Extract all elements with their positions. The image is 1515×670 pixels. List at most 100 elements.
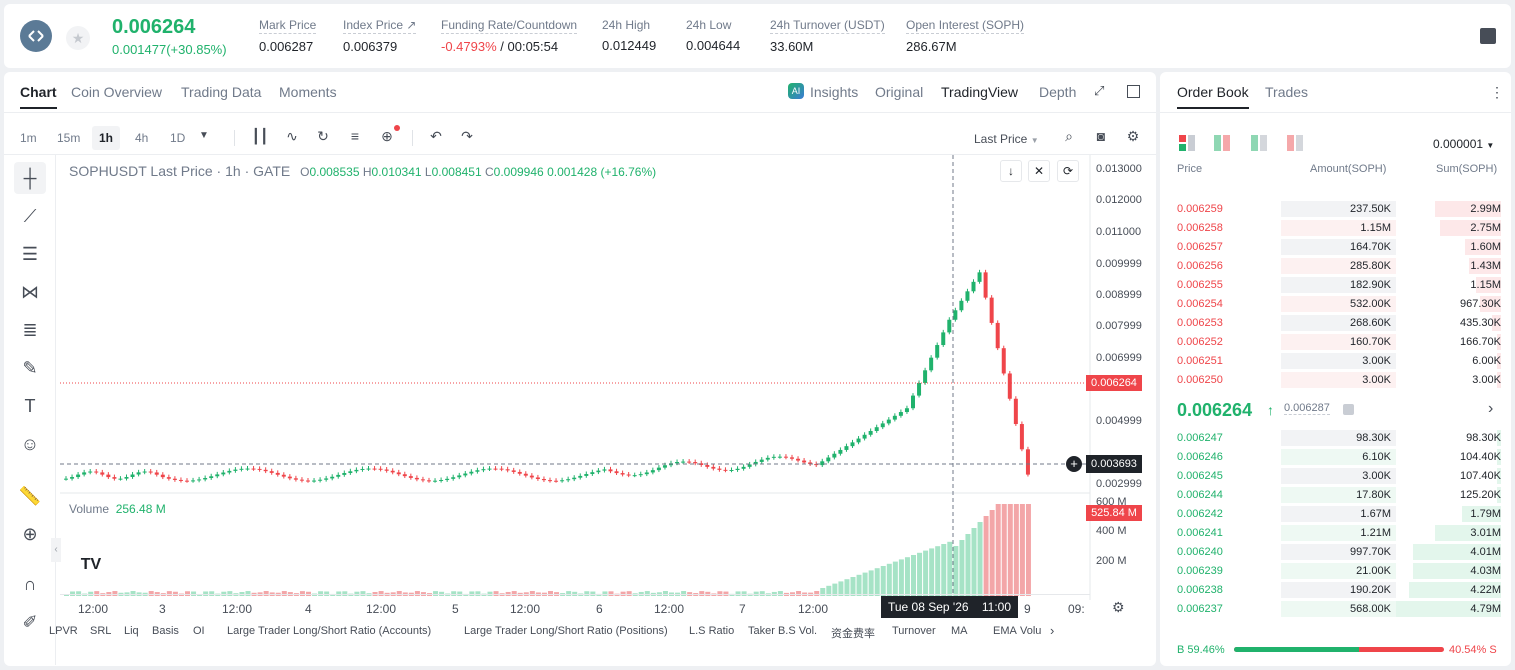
- indicator-button[interactable]: SRL: [90, 625, 112, 637]
- view-asks-icon[interactable]: [1287, 135, 1303, 151]
- shield-icon: [1343, 404, 1354, 415]
- fib-tool-icon[interactable]: ≣: [22, 320, 38, 340]
- tab-trading-data[interactable]: Trading Data: [181, 84, 262, 100]
- candle: [802, 460, 807, 463]
- bid-row[interactable]: 0.006247 98.30K 98.30K: [1177, 429, 1501, 448]
- ask-row[interactable]: 0.006257 164.70K 1.60M: [1177, 238, 1501, 257]
- bid-row[interactable]: 0.006245 3.00K 107.40K: [1177, 467, 1501, 486]
- ask-row[interactable]: 0.006251 3.00K 6.00K: [1177, 352, 1501, 371]
- window-icon[interactable]: [1127, 85, 1140, 98]
- ask-row[interactable]: 0.006252 160.70K 166.70K: [1177, 333, 1501, 352]
- indicator-button[interactable]: EMA: [993, 625, 1017, 637]
- timeframe-4h[interactable]: 4h: [135, 131, 149, 145]
- tab-trades[interactable]: Trades: [1265, 84, 1309, 100]
- add-alert-icon[interactable]: +: [1066, 456, 1082, 472]
- replay-icon[interactable]: ↻: [317, 128, 329, 144]
- price-chart[interactable]: [60, 155, 1156, 666]
- view-bids-icon[interactable]: [1251, 135, 1267, 151]
- emoji-icon[interactable]: ☺: [20, 434, 40, 454]
- indicator-button[interactable]: Volu: [1020, 625, 1042, 637]
- pattern-tool-icon[interactable]: ⋈: [21, 282, 39, 302]
- bid-row[interactable]: 0.006241 1.21M 3.01M: [1177, 524, 1501, 543]
- indicator-button[interactable]: LPVR: [49, 625, 78, 637]
- order-price: 0.006259: [1177, 203, 1223, 215]
- undo-icon[interactable]: ↶: [430, 128, 442, 144]
- timeframe-1d[interactable]: 1D: [170, 131, 186, 145]
- ask-row[interactable]: 0.006250 3.00K 3.00K: [1177, 371, 1501, 390]
- bid-row[interactable]: 0.006238 190.20K 4.22M: [1177, 581, 1501, 600]
- indicator-button[interactable]: Large Trader Long/Short Ratio (Positions…: [464, 625, 668, 637]
- tab-coin-overview[interactable]: Coin Overview: [71, 84, 163, 100]
- tab-chart[interactable]: Chart: [20, 84, 57, 109]
- templates-icon[interactable]: ≡: [350, 128, 360, 144]
- notebook-icon[interactable]: [1480, 28, 1496, 44]
- bid-row[interactable]: 0.006239 21.00K 4.03M: [1177, 562, 1501, 581]
- ask-row[interactable]: 0.006253 268.60K 435.30K: [1177, 314, 1501, 333]
- timeframe-15m[interactable]: 15m: [57, 131, 81, 145]
- indicator-button[interactable]: OI: [193, 625, 205, 637]
- bid-row[interactable]: 0.006246 6.10K 104.40K: [1177, 448, 1501, 467]
- ruler-icon[interactable]: 📏: [18, 486, 42, 506]
- indicator-button[interactable]: L.S Ratio: [689, 625, 735, 637]
- trend-line-icon[interactable]: ⟋: [23, 206, 37, 226]
- redo-icon[interactable]: ↷: [461, 128, 473, 144]
- indicator-button[interactable]: Liq: [124, 625, 139, 637]
- ask-row[interactable]: 0.006259 237.50K 2.99M: [1177, 200, 1501, 219]
- ask-row[interactable]: 0.006258 1.15M 2.75M: [1177, 219, 1501, 238]
- bid-row[interactable]: 0.006244 17.80K 125.20K: [1177, 486, 1501, 505]
- ask-row[interactable]: 0.006256 285.80K 1.43M: [1177, 257, 1501, 276]
- arrow-down-icon[interactable]: ↓: [1000, 160, 1022, 182]
- reset-icon[interactable]: ⟳: [1057, 160, 1079, 182]
- indicator-button[interactable]: Turnover: [892, 625, 936, 637]
- ask-row[interactable]: 0.006254 532.00K 967.30K: [1177, 295, 1501, 314]
- indicator-button[interactable]: Taker B.S Vol.: [748, 625, 818, 637]
- indicator-button[interactable]: 资金费率: [831, 628, 875, 640]
- indicator-button[interactable]: Large Trader Long/Short Ratio (Accounts): [227, 625, 432, 637]
- settings-icon[interactable]: ⚙: [1112, 599, 1125, 615]
- tab-moments[interactable]: Moments: [279, 84, 337, 100]
- collapse-toolbar-icon[interactable]: ‹: [51, 538, 61, 562]
- indicator-button[interactable]: Basis: [152, 625, 179, 637]
- bid-row[interactable]: 0.006242 1.67M 1.79M: [1177, 505, 1501, 524]
- ask-row[interactable]: 0.006255 182.90K 1.15M: [1177, 276, 1501, 295]
- bid-row[interactable]: 0.006240 997.70K 4.01M: [1177, 543, 1501, 562]
- timeframe-1m[interactable]: 1m: [20, 131, 37, 145]
- timeframe-1h[interactable]: 1h: [92, 126, 121, 150]
- gear-icon[interactable]: ⚙: [1126, 128, 1140, 144]
- horizontal-lines-icon[interactable]: ☰: [21, 244, 39, 264]
- view-both-icon[interactable]: [1179, 135, 1195, 151]
- candle: [578, 475, 583, 478]
- volume-bar: [953, 546, 959, 596]
- price-type-select[interactable]: Last Price ▼: [974, 132, 1039, 146]
- view-split-icon[interactable]: [1214, 135, 1230, 151]
- zoom-in-icon[interactable]: ⊕: [22, 524, 38, 544]
- chevron-down-icon[interactable]: ▼: [199, 130, 209, 141]
- candle: [729, 470, 734, 472]
- text-tool-icon[interactable]: T: [24, 396, 36, 416]
- candle: [844, 446, 849, 450]
- pencil-lock-icon[interactable]: ✐: [22, 612, 38, 632]
- bid-row[interactable]: 0.006237 568.00K 4.79M: [1177, 600, 1501, 619]
- camera-icon[interactable]: ◙: [1096, 128, 1106, 144]
- tab-order-book[interactable]: Order Book: [1177, 84, 1249, 109]
- collapse-icon[interactable]: ✕: [1028, 160, 1050, 182]
- crosshair-tool-icon[interactable]: ┼: [14, 162, 46, 194]
- chevron-right-icon[interactable]: ›: [1050, 623, 1055, 638]
- indicator-button[interactable]: MA: [951, 625, 968, 637]
- favorite-star-icon[interactable]: ★: [66, 26, 90, 50]
- precision-select[interactable]: 0.000001 ▼: [1433, 137, 1495, 151]
- expand-icon[interactable]: ⤢: [1094, 83, 1105, 98]
- chevron-right-icon[interactable]: ›: [1488, 400, 1494, 417]
- search-icon[interactable]: ⌕: [1065, 128, 1073, 144]
- original-view-button[interactable]: Original: [875, 84, 924, 100]
- tradingview-button[interactable]: TradingView: [941, 84, 1019, 100]
- more-options-icon[interactable]: ⋮: [1490, 84, 1504, 100]
- indicators-icon[interactable]: ∿: [286, 128, 298, 144]
- candle-type-icon[interactable]: ┃┃: [251, 128, 269, 144]
- index-price-stat[interactable]: Index Price ↗ 0.006379: [343, 18, 417, 54]
- insights-button[interactable]: Insights: [810, 84, 859, 100]
- add-icon[interactable]: ⊕: [381, 128, 393, 144]
- magnet-icon[interactable]: ∩: [23, 574, 37, 594]
- depth-button[interactable]: Depth: [1039, 84, 1077, 100]
- brush-icon[interactable]: ✎: [22, 358, 38, 378]
